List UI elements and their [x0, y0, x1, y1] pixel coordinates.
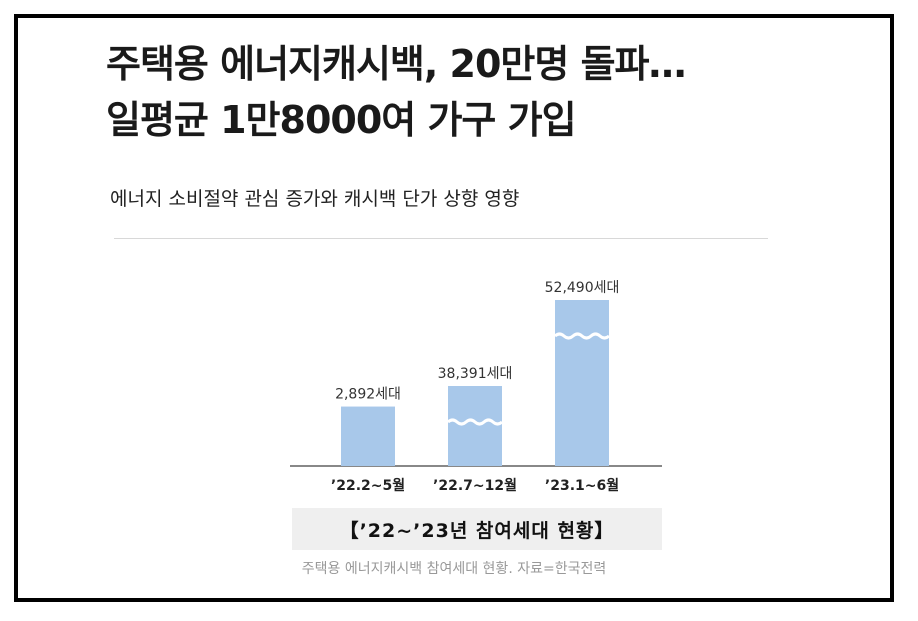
subtitle: 에너지 소비절약 관심 증가와 캐시백 단가 상향 영향 — [110, 188, 520, 210]
value-label: 2,892세대 — [335, 387, 401, 403]
headline-line-2: 일평균 1만8000여 가구 가입 — [106, 98, 577, 142]
value-label: 38,391세대 — [438, 366, 513, 382]
axis-break-mark — [554, 332, 610, 340]
image-source-caption: 주택용 에너지캐시백 참여세대 현황. 자료=한국전력 — [301, 561, 607, 577]
chart-title: 【’22~’23년 참여세대 현황】 — [292, 508, 662, 550]
headline: 주택용 에너지캐시백, 20만명 돌파… 일평균 1만8000여 가구 가입 — [106, 36, 826, 148]
bar-chart: 2,892세대 ’22.2~5월 38,391세대 ’22.7~12월 52,490세대… — [290, 280, 662, 494]
bar — [555, 300, 609, 466]
bar — [341, 406, 395, 466]
headline-line-1: 주택용 에너지캐시백, 20만명 돌파… — [106, 42, 687, 86]
category-label: ’22.7~12월 — [433, 477, 517, 494]
category-label: ’22.2~5월 — [331, 477, 405, 494]
category-label: ’23.1~6월 — [545, 477, 619, 494]
value-label: 52,490세대 — [545, 280, 620, 296]
bar — [448, 386, 502, 466]
divider — [114, 238, 768, 239]
axis-break-mark — [447, 418, 503, 426]
article-frame: 주택용 에너지캐시백, 20만명 돌파… 일평균 1만8000여 가구 가입 에… — [14, 14, 894, 602]
